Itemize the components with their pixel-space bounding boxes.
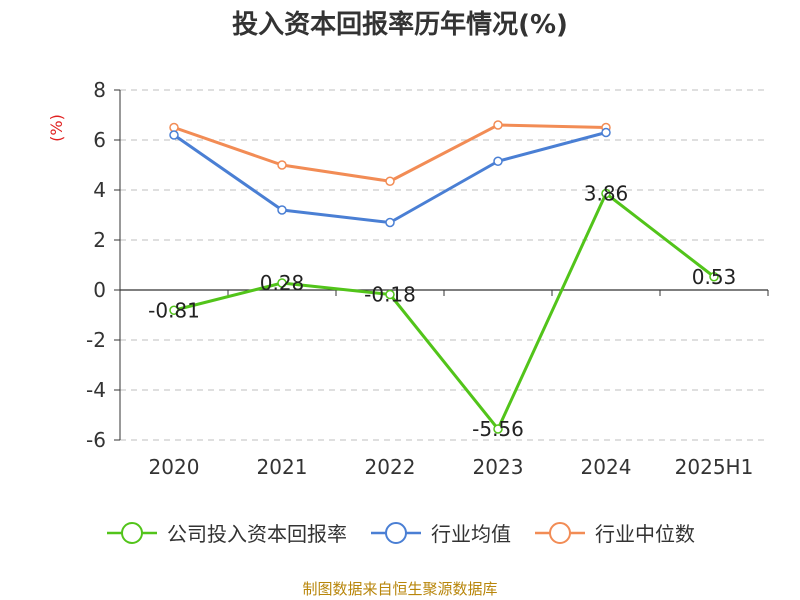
source-note: 制图数据来自恒生聚源数据库: [302, 580, 498, 598]
legend-swatch-marker: [121, 521, 143, 544]
x-tick-label: 2023: [473, 455, 524, 479]
series-line: [173, 192, 715, 431]
data-point: [709, 272, 719, 282]
label-layer: -0.81 0.28 -0.18 -5.56 3.86 0.53: [148, 182, 736, 442]
y-tick-label: 8: [93, 78, 106, 102]
legend-swatch: [535, 521, 585, 544]
legend-swatch-marker: [385, 521, 407, 544]
data-point: [385, 217, 395, 228]
legend-swatch: [371, 521, 421, 544]
legend: 公司投入资本回报率 行业均值 行业中位数: [0, 518, 800, 547]
x-tick-label: 2020: [149, 455, 200, 479]
data-point: [385, 289, 395, 300]
y-tick-label: 4: [93, 178, 106, 202]
data-point: [493, 120, 503, 130]
data-label: 0.28: [260, 271, 305, 295]
data-point: [601, 127, 611, 138]
y-tick-label: -6: [86, 428, 106, 452]
data-point: [493, 156, 503, 166]
series-line: [173, 123, 607, 183]
legend-item: 行业均值: [369, 518, 511, 547]
y-tick-label: 6: [93, 128, 106, 152]
data-point: [601, 188, 611, 199]
data-label: -5.56: [472, 417, 524, 441]
data-label: -0.81: [148, 298, 200, 322]
legend-label: 行业均值: [431, 522, 511, 546]
legend-swatch-marker: [549, 521, 571, 544]
x-tick-label: 2024: [581, 455, 632, 479]
data-label: 3.86: [584, 182, 629, 206]
y-tick-label: 2: [93, 228, 106, 252]
y-tick-label: 0: [93, 278, 106, 302]
y-axis-unit-label: (%): [47, 114, 66, 142]
legend-swatch: [107, 521, 157, 544]
data-point: [169, 305, 179, 315]
y-tick-label: -4: [86, 378, 106, 402]
axis-layer: -6 -4 -2 0 2 4 6 8 2020 2021 2022 2023 2024 2025H1 (%): [47, 78, 769, 479]
chart-title: 投入资本回报率历年情况(%): [232, 10, 568, 40]
series-layer: [169, 120, 719, 434]
data-point: [277, 278, 287, 288]
data-point: [493, 424, 503, 434]
legend-label: 公司投入资本回报率: [167, 522, 347, 546]
data-label: -0.18: [364, 283, 416, 307]
x-tick-label: 2025H1: [675, 455, 754, 479]
legend-label: 行业中位数: [595, 522, 695, 546]
data-point: [169, 130, 179, 140]
x-tick-label: 2021: [257, 455, 308, 479]
legend-item: 行业中位数: [533, 518, 695, 547]
data-point: [277, 205, 287, 215]
y-tick-label: -2: [86, 328, 106, 352]
data-label: 0.53: [692, 265, 737, 289]
data-point: [385, 176, 395, 186]
data-point: [277, 160, 287, 170]
grid-layer: [120, 89, 768, 441]
legend-item: 公司投入资本回报率: [105, 518, 347, 547]
x-tick-label: 2022: [365, 455, 416, 479]
